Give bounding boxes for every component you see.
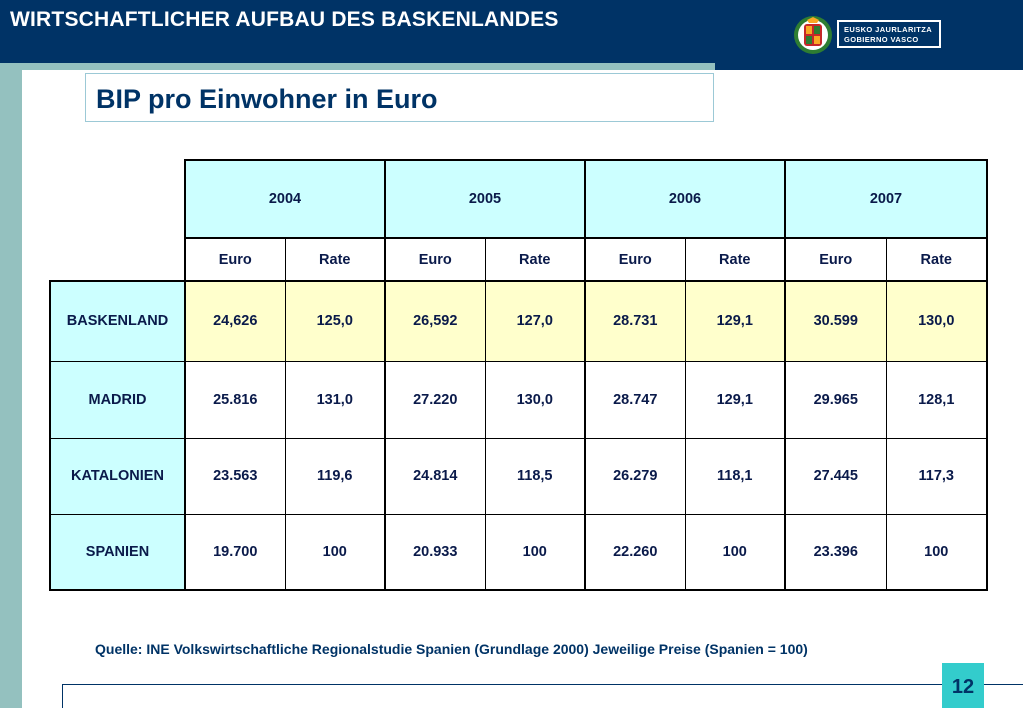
government-logo: EUSKO JAURLARITZA GOBIERNO VASCO [793, 14, 945, 56]
row-label: SPANIEN [49, 513, 186, 591]
table-cell: 128,1 [885, 360, 988, 439]
footer-rule-vertical [62, 684, 63, 708]
table-cell: 131,0 [284, 360, 386, 439]
subheader-cell: Rate [684, 237, 786, 282]
table-cell: 130,0 [885, 280, 988, 362]
subheader-cell: Rate [284, 237, 386, 282]
table-cell: 129,1 [684, 360, 786, 439]
table-cell: 24,626 [184, 280, 286, 362]
subtitle-box: BIP pro Einwohner in Euro [85, 73, 714, 122]
table-cell: 30.599 [784, 280, 887, 362]
slide-subtitle: BIP pro Einwohner in Euro [96, 84, 438, 114]
year-header: 2004 [184, 159, 386, 239]
row-label: MADRID [49, 360, 186, 439]
corner-cell [50, 238, 185, 281]
table-cell: 28.747 [584, 360, 686, 439]
table-cell: 100 [684, 513, 786, 591]
subheader-cell: Euro [384, 237, 486, 282]
table-cell: 24.814 [384, 437, 486, 515]
table-cell: 29.965 [784, 360, 887, 439]
row-label: BASKENLAND [49, 280, 186, 362]
table-row: SPANIEN 19.700 100 20.933 100 22.260 100… [49, 513, 988, 591]
table-cell: 27.220 [384, 360, 486, 439]
year-header-row: 2004 2005 2006 2007 [50, 159, 988, 239]
accent-stripe-horizontal [0, 63, 715, 70]
table-row: KATALONIEN 23.563 119,6 24.814 118,5 26.… [49, 437, 988, 515]
table-cell: 26,592 [384, 280, 486, 362]
table-cell: 125,0 [284, 280, 386, 362]
table-row: MADRID 25.816 131,0 27.220 130,0 28.747 … [49, 360, 988, 439]
table-cell: 25.816 [184, 360, 286, 439]
page-number: 12 [942, 663, 984, 708]
table-cell: 22.260 [584, 513, 686, 591]
table-cell: 19.700 [184, 513, 286, 591]
row-label: KATALONIEN [49, 437, 186, 515]
corner-cell [50, 160, 185, 238]
subheader-cell: Euro [184, 237, 286, 282]
table-cell: 129,1 [684, 280, 786, 362]
gdp-table: 2004 2005 2006 2007 Euro Rate Euro Rate … [49, 159, 988, 591]
subheader-cell: Euro [784, 237, 887, 282]
table-cell: 23.563 [184, 437, 286, 515]
table-cell: 127,0 [484, 280, 586, 362]
table-cell: 20.933 [384, 513, 486, 591]
table-cell: 119,6 [284, 437, 386, 515]
subheader-cell: Euro [584, 237, 686, 282]
year-header: 2006 [584, 159, 786, 239]
table-cell: 130,0 [484, 360, 586, 439]
table-cell: 100 [484, 513, 586, 591]
logo-line-basque: EUSKO JAURLARITZA [844, 25, 933, 34]
table-cell: 118,5 [484, 437, 586, 515]
table-cell: 27.445 [784, 437, 887, 515]
accent-stripe-vertical [0, 70, 22, 708]
coat-of-arms-icon [794, 16, 832, 54]
header-bar: WIRTSCHAFTLICHER AUFBAU DES BASKENLANDES… [0, 0, 1023, 70]
table-cell: 26.279 [584, 437, 686, 515]
subheader-cell: Rate [484, 237, 586, 282]
logo-text-box: EUSKO JAURLARITZA GOBIERNO VASCO [837, 20, 941, 48]
logo-line-spanish: GOBIERNO VASCO [844, 35, 919, 44]
subheader-row: Euro Rate Euro Rate Euro Rate Euro Rate [50, 237, 988, 282]
table-cell: 100 [284, 513, 386, 591]
header-title: WIRTSCHAFTLICHER AUFBAU DES BASKENLANDES [10, 8, 559, 31]
table-cell: 28.731 [584, 280, 686, 362]
table-cell: 118,1 [684, 437, 786, 515]
year-header: 2005 [384, 159, 586, 239]
table-cell: 23.396 [784, 513, 887, 591]
table-row: BASKENLAND 24,626 125,0 26,592 127,0 28.… [49, 280, 988, 362]
source-note: Quelle: INE Volkswirtschaftliche Regiona… [95, 641, 808, 657]
table-cell: 117,3 [885, 437, 988, 515]
table-cell: 100 [885, 513, 988, 591]
footer-rule [62, 684, 1023, 685]
subheader-cell: Rate [885, 237, 988, 282]
year-header: 2007 [784, 159, 988, 239]
